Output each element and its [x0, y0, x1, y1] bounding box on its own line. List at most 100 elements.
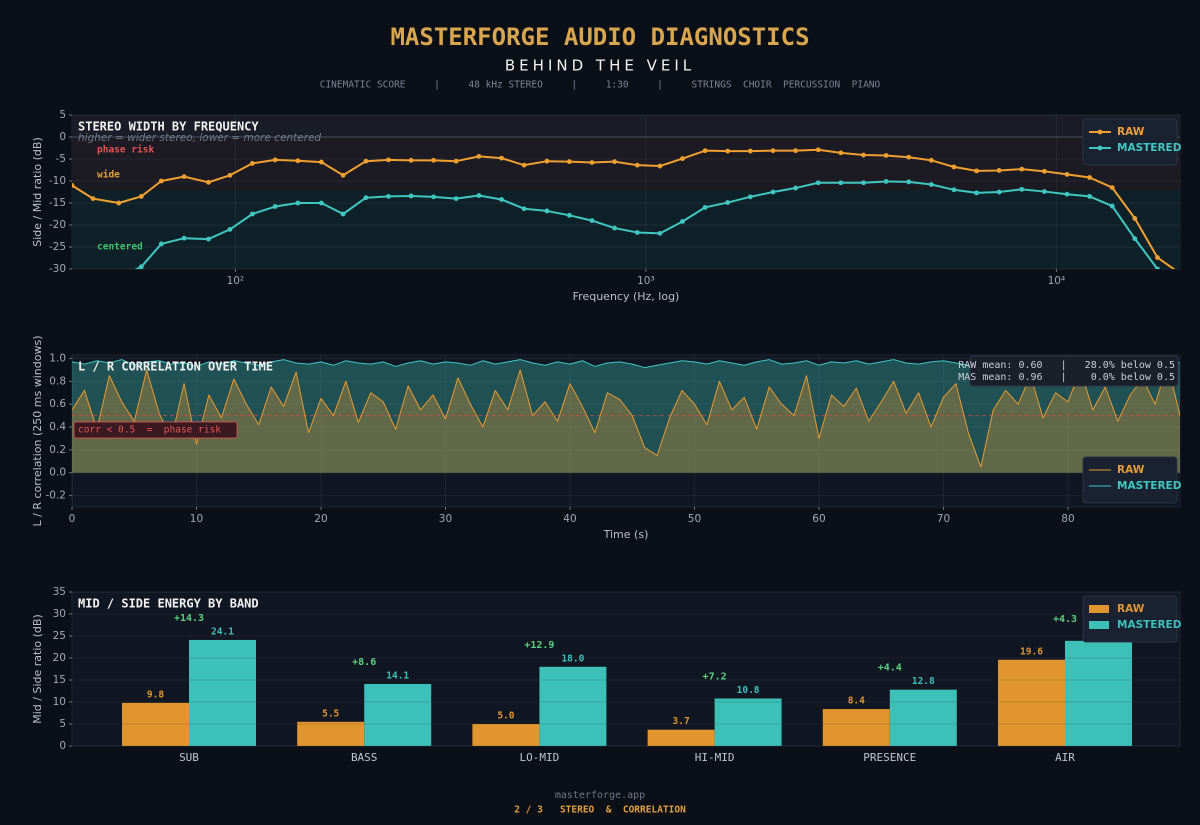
value-label: 9.8 — [147, 689, 164, 700]
bar — [364, 683, 432, 746]
bar — [889, 689, 957, 746]
marker — [318, 159, 324, 165]
marker — [408, 157, 414, 163]
y-tick-label: 25 — [53, 630, 66, 642]
chart-title: MID / SIDE ENERGY BY BAND — [78, 597, 259, 611]
marker — [386, 157, 391, 163]
marker — [861, 180, 866, 186]
y-tick-label: -20 — [49, 219, 66, 231]
delta-label: +4.3 — [1053, 614, 1077, 625]
legend-label: RAW — [1117, 464, 1145, 476]
marker — [680, 156, 685, 161]
bar — [647, 729, 715, 746]
marker — [725, 148, 731, 154]
marker — [770, 148, 776, 154]
value-label: 8.4 — [848, 696, 865, 707]
legend-swatch — [1089, 621, 1109, 629]
marker — [793, 185, 799, 191]
x-tick-label: 70 — [937, 513, 950, 525]
marker — [249, 211, 255, 217]
bar — [998, 659, 1065, 746]
value-label: 18.0 — [561, 653, 584, 664]
x-tick-label: HI-MID — [695, 751, 735, 764]
marker — [476, 153, 482, 159]
marker — [1132, 236, 1138, 242]
bar — [714, 698, 782, 746]
marker — [566, 212, 572, 218]
marker — [815, 180, 821, 186]
page-title: MASTERFORGE AUDIO DIAGNOSTICS — [390, 23, 809, 51]
marker — [612, 225, 617, 231]
y-tick-label: 35 — [53, 586, 66, 598]
marker — [589, 218, 595, 224]
marker — [657, 163, 663, 169]
marker — [838, 150, 844, 156]
legend: RAW MASTERED — [1082, 595, 1182, 643]
y-tick-label: 0.8 — [49, 375, 66, 387]
value-label: 24.1 — [211, 626, 234, 637]
x-tick-label: PRESENCE — [863, 751, 916, 764]
marker — [589, 160, 595, 165]
marker — [1155, 255, 1160, 260]
legend: RAW MASTERED — [1082, 118, 1182, 166]
marker — [544, 208, 550, 214]
marker — [227, 227, 233, 232]
marker — [1109, 203, 1115, 209]
plot-content — [72, 115, 1180, 269]
marker — [138, 264, 144, 269]
area — [72, 359, 1180, 473]
marker — [1087, 194, 1093, 199]
marker — [1019, 166, 1025, 172]
chart-panel: 5 0 -5 -10 -15 -20 -25 -30 10² 10³ 10⁴ Frequency (H… — [31, 109, 1182, 303]
marker — [566, 159, 572, 165]
zone — [72, 115, 1180, 137]
legend-label: RAW — [1117, 603, 1145, 615]
marker — [815, 147, 821, 153]
value-label: 10.8 — [737, 685, 760, 696]
marker — [657, 230, 663, 236]
bar — [539, 666, 607, 746]
marker — [90, 196, 96, 202]
y-tick-label: 30 — [53, 608, 66, 620]
marker — [206, 236, 211, 242]
x-tick-label: BASS — [351, 751, 378, 764]
marker — [1064, 191, 1070, 197]
marker — [340, 211, 346, 217]
legend-marker — [1097, 129, 1103, 135]
annotation: phase risk — [97, 145, 154, 156]
y-tick-label: 0.2 — [49, 444, 66, 456]
stats-line: RAW mean: 0.60 | 28.0% below 0.5 — [958, 360, 1175, 371]
delta-label: +8.6 — [352, 657, 376, 668]
x-tick-label: 10 — [190, 513, 203, 525]
x-tick-label: 10³ — [637, 275, 655, 287]
x-tick-label: 50 — [688, 513, 701, 525]
marker — [883, 153, 889, 158]
marker — [996, 168, 1002, 173]
chart-title: STEREO WIDTH BY FREQUENCY — [78, 120, 259, 134]
y-tick-label: 0.6 — [49, 398, 66, 410]
marker — [951, 164, 957, 170]
x-tick-label: 10⁴ — [1048, 275, 1066, 287]
marker — [974, 168, 979, 174]
chart-panel: -0.2 0.0 0.2 0.4 0.6 0.8 1.0 0 10 20 30 40 50 60 70 80 T… — [31, 336, 1182, 541]
marker — [181, 235, 187, 241]
value-label: 3.7 — [673, 716, 690, 727]
bar — [822, 709, 890, 746]
marker — [158, 241, 164, 247]
marker — [996, 189, 1002, 195]
legend-marker — [1097, 145, 1103, 151]
x-tick-label: 10² — [227, 275, 245, 287]
marker — [499, 197, 504, 202]
marker — [906, 179, 912, 185]
delta-label: +4.4 — [878, 663, 902, 674]
plot-area — [71, 591, 1181, 747]
chart-panel: 0 5 10 15 20 25 30 35 Mid / Side ratio (dB) SUB 9.… — [31, 586, 1182, 764]
plot-content — [72, 592, 1180, 746]
marker — [340, 172, 346, 178]
marker — [928, 182, 934, 187]
marker — [295, 158, 301, 164]
marker — [206, 179, 211, 185]
legend-box — [1082, 118, 1178, 166]
